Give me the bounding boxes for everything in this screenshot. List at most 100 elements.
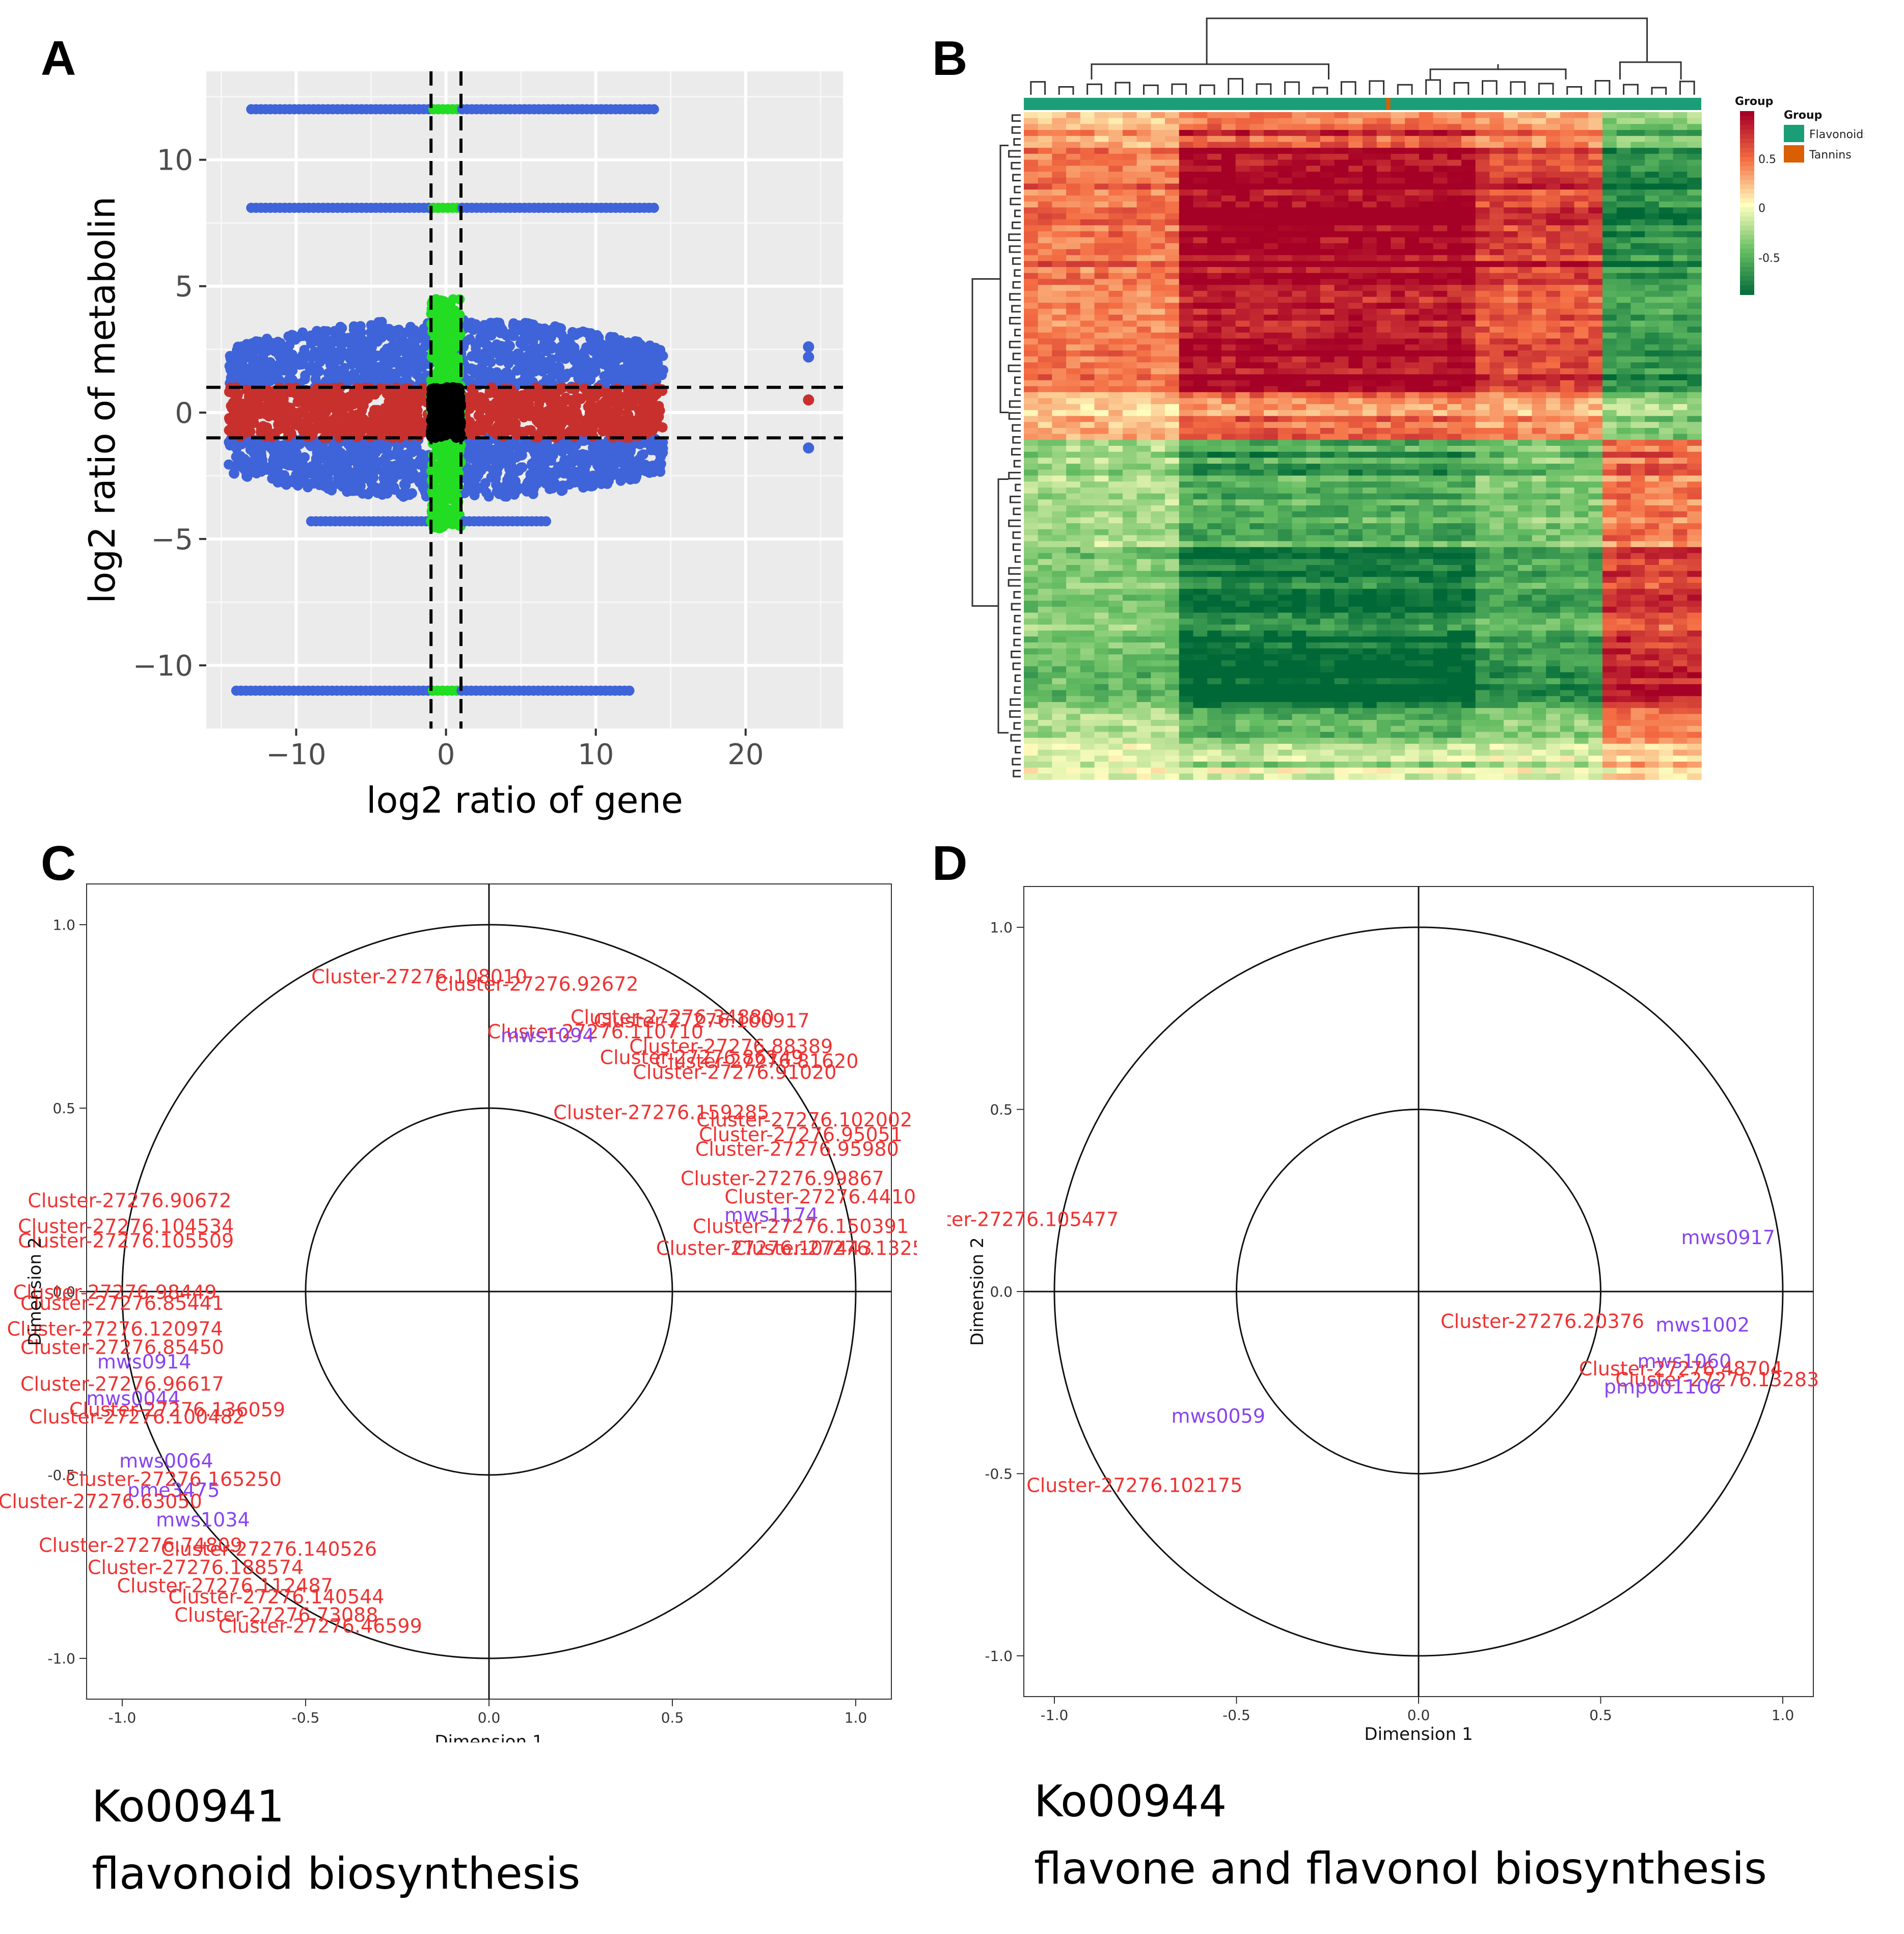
- heatmap-cell: [1658, 190, 1674, 196]
- heatmap-cell: [1306, 231, 1321, 238]
- heatmap-cell: [1066, 207, 1081, 214]
- heatmap-cell: [1391, 142, 1405, 148]
- heatmap-cell: [1292, 190, 1307, 196]
- heatmap-cell: [1108, 166, 1123, 172]
- heatmap-cell: [1080, 190, 1095, 196]
- heatmap-cell: [1348, 171, 1363, 178]
- data-point: [394, 441, 404, 452]
- data-point: [480, 478, 491, 489]
- heatmap-cell: [1108, 153, 1123, 160]
- heatmap-cell: [1363, 142, 1377, 148]
- heatmap-cell: [1094, 112, 1109, 119]
- data-point: [621, 423, 632, 434]
- heatmap-cell: [1038, 124, 1053, 130]
- heatmap-cell: [1306, 195, 1321, 202]
- data-point: [517, 462, 528, 473]
- heatmap-cell: [1066, 237, 1081, 244]
- heatmap-cell: [1517, 231, 1533, 238]
- heatmap-cell: [1517, 136, 1533, 143]
- heatmap-cell: [1673, 142, 1688, 148]
- heatmap-cell: [1235, 136, 1250, 143]
- heatmap-cell: [1433, 136, 1448, 143]
- heatmap-cell: [1320, 130, 1335, 137]
- heatmap-cell: [1136, 159, 1152, 167]
- heatmap-cell: [1489, 183, 1504, 190]
- data-point: [315, 469, 326, 479]
- heatmap-cell: [1475, 237, 1490, 244]
- heatmap-cell: [1419, 166, 1434, 172]
- heatmap-cell: [1391, 231, 1405, 238]
- heatmap-cell: [1179, 148, 1194, 154]
- heatmap-cell: [1588, 136, 1603, 143]
- data-point: [565, 453, 576, 464]
- heatmap-cell: [1221, 136, 1236, 143]
- data-point: [315, 408, 325, 419]
- data-point: [290, 334, 301, 345]
- data-point: [547, 395, 558, 406]
- heatmap-cell: [1574, 148, 1589, 154]
- heatmap-cell: [1320, 231, 1335, 238]
- data-point: [567, 327, 578, 337]
- heatmap-cell: [1658, 213, 1674, 220]
- data-point: [649, 363, 660, 374]
- data-point: [273, 338, 283, 348]
- data-point: [226, 423, 237, 434]
- data-point: [262, 333, 273, 344]
- heatmap-cell: [1249, 255, 1264, 262]
- heatmap-cell: [1461, 130, 1476, 137]
- heatmap-cell: [1052, 249, 1067, 256]
- heatmap-cell: [1264, 213, 1279, 220]
- heatmap-cell: [1320, 124, 1335, 130]
- data-point: [301, 417, 312, 428]
- heatmap-cell: [1179, 159, 1194, 167]
- heatmap-cell: [1108, 255, 1123, 262]
- heatmap-cell: [1560, 153, 1575, 160]
- data-point: [412, 410, 423, 421]
- heatmap-cell: [1475, 124, 1490, 130]
- heatmap-cell: [1249, 124, 1264, 130]
- heatmap-cell: [1348, 136, 1363, 143]
- heatmap-cell: [1546, 195, 1561, 202]
- panel-a-points: [224, 104, 814, 696]
- heatmap-cell: [1320, 195, 1335, 202]
- heatmap-cell: [1673, 171, 1688, 178]
- x-tick-label: 0: [437, 738, 455, 771]
- data-point: [345, 455, 356, 466]
- heatmap-cell: [1546, 124, 1561, 130]
- heatmap-cell: [1630, 166, 1645, 172]
- heatmap-cell: [1560, 219, 1575, 226]
- heatmap-cell: [1024, 148, 1039, 154]
- data-point: [379, 327, 390, 337]
- heatmap-cell: [1277, 249, 1293, 256]
- heatmap-cell: [1419, 183, 1434, 190]
- heatmap-cell: [1136, 237, 1152, 244]
- data-point: [450, 479, 461, 490]
- heatmap-cell: [1066, 136, 1081, 143]
- heatmap-cell: [1461, 219, 1476, 226]
- heatmap-cell: [1066, 195, 1081, 202]
- heatmap-cell: [1616, 124, 1631, 130]
- data-point: [392, 325, 402, 336]
- heatmap-cell: [1532, 183, 1547, 190]
- data-point: [534, 398, 545, 409]
- data-point: [293, 420, 304, 431]
- data-point: [364, 336, 374, 347]
- heatmap-cell: [1363, 166, 1377, 172]
- heatmap-cell: [1363, 231, 1377, 238]
- heatmap-cell: [1517, 249, 1533, 256]
- data-point: [281, 405, 291, 415]
- heatmap-cell: [1052, 183, 1067, 190]
- data-point: [449, 305, 460, 316]
- heatmap-cell: [1306, 219, 1321, 226]
- heatmap-cell: [1066, 219, 1081, 226]
- heatmap-cell: [1066, 118, 1081, 125]
- data-point: [347, 486, 358, 496]
- heatmap-cell: [1108, 136, 1123, 143]
- heatmap-cell: [1363, 177, 1377, 184]
- heatmap-cell: [1658, 124, 1674, 130]
- heatmap-cell: [1602, 130, 1617, 137]
- panel-b-column-dendrogram: [1030, 17, 1695, 95]
- data-point: [278, 477, 288, 488]
- heatmap-cell: [1038, 225, 1053, 232]
